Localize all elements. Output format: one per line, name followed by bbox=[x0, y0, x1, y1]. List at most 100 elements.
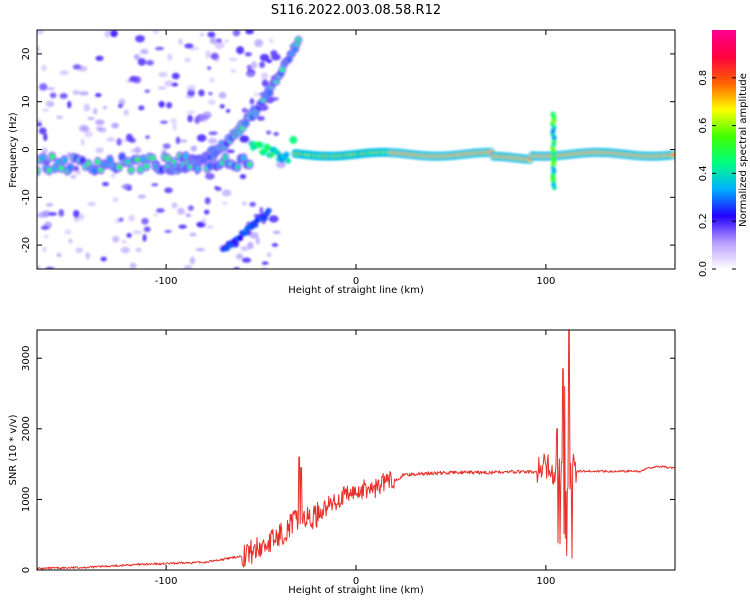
spectrogram-cell bbox=[107, 156, 113, 163]
spectrogram-cell bbox=[56, 252, 62, 258]
spectrogram-cell bbox=[265, 207, 272, 214]
spectrogram-cell bbox=[256, 116, 265, 121]
x-tick-label: 0 bbox=[353, 576, 359, 587]
x-tick-label: 100 bbox=[536, 276, 555, 287]
spectrogram-cell bbox=[244, 52, 252, 57]
spectrogram-cell bbox=[45, 100, 55, 108]
colorbar-tick-label: 0.6 bbox=[698, 118, 709, 134]
spectrogram-cell bbox=[58, 208, 65, 217]
spectrogram-cells bbox=[37, 30, 675, 269]
colorbar-ticks: 0.0 0.2 0.4 0.6 0.8 bbox=[698, 70, 736, 277]
spectrogram-cell bbox=[259, 206, 264, 215]
spectrogram-cell bbox=[207, 99, 216, 105]
spectrogram-cell bbox=[187, 205, 194, 211]
spectrogram-cell bbox=[43, 133, 48, 142]
colorbar-tick-label: 0.4 bbox=[698, 165, 709, 181]
spectrogram-cell bbox=[189, 232, 197, 237]
spectrogram-cell bbox=[255, 236, 260, 245]
snr-y-ticks: 0 1000 2000 3000 bbox=[21, 346, 675, 573]
spectrogram-cell bbox=[156, 208, 165, 213]
spectrogram-cell bbox=[164, 80, 174, 87]
spectrogram-cell bbox=[265, 144, 272, 151]
spectrogram-cell bbox=[95, 147, 104, 154]
spectrogram-cell bbox=[121, 240, 127, 244]
spectrogram-cell bbox=[207, 31, 216, 38]
spectrogram-cell bbox=[185, 213, 192, 218]
spectrogram-cell bbox=[68, 238, 73, 244]
spectrogram-cell bbox=[46, 167, 52, 174]
spectrogram-cell bbox=[266, 252, 272, 258]
colorbar-tick-label: 0.8 bbox=[698, 70, 709, 86]
spectrogram-cell bbox=[268, 38, 274, 43]
spectrogram-cell bbox=[153, 213, 158, 217]
spectrogram-cell bbox=[178, 38, 183, 46]
spectrogram-cell bbox=[59, 70, 69, 76]
spectrogram-cell bbox=[100, 256, 107, 262]
spectrogram-cell bbox=[175, 136, 181, 145]
spectrogram-cell bbox=[138, 105, 145, 111]
spectrogram-cell bbox=[185, 110, 196, 115]
spectrogram-cell bbox=[266, 130, 272, 135]
spectrogram-cell bbox=[42, 246, 47, 253]
spectrogram-cell bbox=[133, 146, 142, 154]
spectrogram-cell bbox=[77, 65, 88, 72]
y-tick-label: 1000 bbox=[21, 487, 32, 512]
spectrogram-cell bbox=[241, 257, 252, 263]
spectrogram-cell bbox=[222, 201, 228, 205]
spectrogram-cell bbox=[80, 125, 90, 133]
spectrogram-cell bbox=[208, 92, 213, 96]
spectrogram-cell bbox=[128, 214, 135, 222]
spectrogram-cell bbox=[125, 158, 131, 165]
spectrogram-cell bbox=[87, 201, 96, 207]
spectrogram-cell bbox=[201, 217, 207, 225]
spectrogram-cell bbox=[133, 53, 140, 61]
spectrogram-cell bbox=[171, 202, 178, 209]
spectrogram-cell bbox=[37, 122, 42, 127]
spectrogram-cell bbox=[205, 50, 211, 59]
spectrogram-cell bbox=[186, 84, 196, 93]
spectrogram-cell bbox=[243, 121, 249, 127]
spectrogram-y-ticks: -20 -10 0 10 20 bbox=[21, 48, 675, 253]
spectrogram-cell bbox=[120, 184, 129, 189]
spectrogram-cell bbox=[158, 71, 168, 78]
spectrogram-cell bbox=[233, 266, 240, 269]
spectrogram-cell bbox=[104, 30, 110, 38]
spectrogram-cell bbox=[184, 94, 195, 99]
spectrogram-cell bbox=[190, 145, 198, 152]
colorbar-label: Normalized spectral amplitude bbox=[738, 73, 749, 227]
spectrogram-cell bbox=[137, 194, 147, 199]
spectrogram-cell bbox=[43, 234, 49, 239]
spectrogram-cell bbox=[199, 32, 204, 37]
spectrogram-cell bbox=[87, 116, 95, 120]
spectrogram-cell bbox=[171, 72, 180, 80]
spectrogram-cell bbox=[118, 217, 124, 222]
spectrogram-cell bbox=[73, 209, 80, 218]
spectrogram-cell bbox=[252, 221, 259, 228]
spectrogram-cell bbox=[101, 181, 110, 187]
spectrogram-cell bbox=[143, 163, 149, 170]
spectrogram-cell bbox=[285, 157, 292, 164]
spectrogram-cell bbox=[112, 235, 120, 243]
x-tick-label: -100 bbox=[155, 276, 178, 287]
spectrogram-heatmap bbox=[37, 30, 675, 269]
spectrogram-cell bbox=[165, 155, 171, 162]
spectrogram-cell bbox=[140, 156, 146, 163]
spectrogram-cell bbox=[112, 197, 119, 203]
spectrogram-cell bbox=[95, 119, 105, 126]
spectrogram-cell bbox=[225, 109, 231, 113]
spectrogram-cell bbox=[208, 138, 218, 144]
spectrogram-cell bbox=[257, 142, 264, 149]
spectrogram-cell bbox=[236, 46, 245, 55]
y-tick-label: 0 bbox=[21, 567, 32, 573]
spectrogram-cell bbox=[249, 98, 255, 105]
spectrogram-cell bbox=[111, 173, 116, 178]
spectrogram-cell bbox=[199, 114, 209, 123]
snr-frame bbox=[36, 329, 676, 571]
spectrogram-cell bbox=[183, 153, 189, 160]
spectrogram-cell bbox=[162, 143, 171, 149]
spectrogram-cell bbox=[195, 248, 206, 252]
spectrogram-cell bbox=[237, 235, 244, 242]
spectrogram-cell bbox=[232, 30, 241, 37]
spectrogram-cell bbox=[41, 64, 47, 72]
